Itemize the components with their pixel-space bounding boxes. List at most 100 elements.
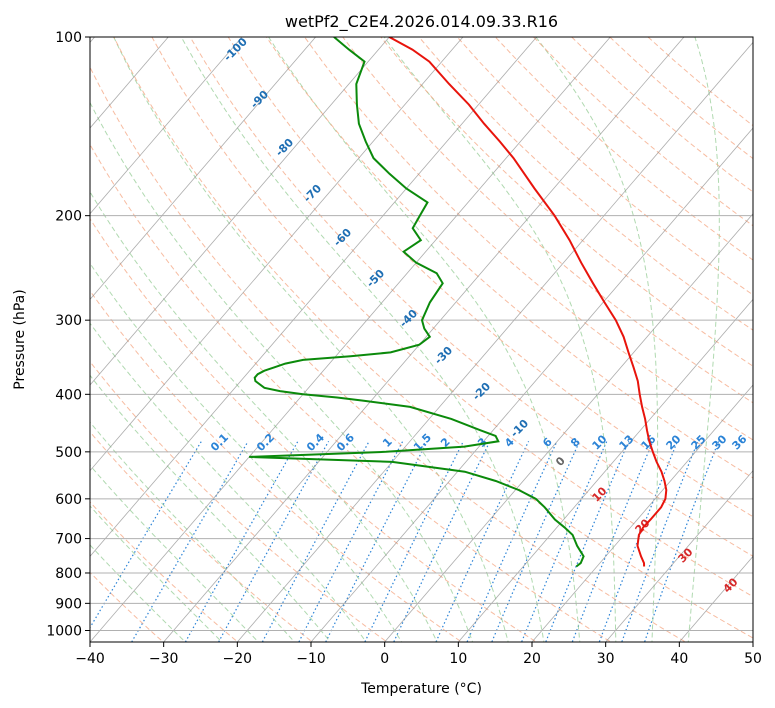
dry-adiabat: [90, 501, 239, 642]
isotherm: [90, 37, 464, 472]
mixing-ratio-line: [364, 441, 464, 642]
mixing-ratio-label: 13: [617, 433, 637, 453]
mixing-ratio-label: 0.6: [334, 431, 357, 454]
dry-adiabat: [494, 37, 753, 261]
moist-adiabat: [535, 37, 659, 642]
isotherm: [236, 41, 753, 642]
mixing-ratio-label: 20: [664, 432, 684, 452]
x-tick-label: 20: [523, 651, 541, 667]
moist-adiabat: [90, 464, 259, 642]
x-tick-label: 40: [670, 651, 688, 667]
dry-adiabat: [380, 37, 753, 367]
dry-adiabat: [189, 37, 753, 557]
y-tick-label: 800: [55, 566, 82, 582]
isotherm: [384, 213, 753, 642]
y-tick-label: 400: [55, 387, 82, 403]
isotherm-label: -90: [248, 88, 271, 111]
isotherm: [90, 37, 538, 557]
isotherm: [90, 37, 390, 386]
dry-adiabat: [227, 37, 753, 518]
isotherm-label: 30: [676, 545, 696, 565]
moist-adiabat: [90, 374, 331, 642]
x-tick-label: 0: [380, 651, 389, 667]
dry-adiabat: [113, 37, 753, 639]
isotherm: [457, 298, 753, 642]
mixing-ratio-label: 10: [590, 432, 610, 452]
mixing-ratio-label: 30: [710, 432, 730, 452]
x-tick-label: −30: [149, 651, 179, 667]
isotherm-label: -60: [331, 226, 354, 249]
y-axis-label: Pressure (hPa): [12, 289, 28, 389]
mixing-ratio-label: 6: [540, 435, 555, 450]
mixing-ratio-line: [324, 441, 428, 642]
isotherm: [752, 641, 753, 642]
x-tick-label: −40: [75, 651, 105, 667]
isotherm: [90, 37, 243, 215]
mixing-ratio-line: [545, 441, 630, 642]
mixing-ratio-line: [298, 441, 404, 642]
moist-adiabat: [90, 322, 367, 642]
isotherms: [90, 37, 753, 642]
moist-adiabat: [90, 262, 403, 642]
mixing-ratio-label: 0.4: [304, 431, 327, 454]
isotherm-label: -30: [432, 344, 455, 367]
isotherm-label: 40: [721, 575, 741, 595]
isotherm-label: 10: [590, 484, 610, 504]
mixing-ratio-label: 0.2: [254, 431, 277, 454]
isotherm-label: -80: [273, 136, 296, 159]
isotherm-label: -20: [470, 380, 493, 403]
dewpoint-line: [249, 37, 585, 568]
x-tick-label: −10: [296, 651, 326, 667]
y-tick-label: 500: [55, 445, 82, 461]
dry-adiabat: [304, 37, 753, 441]
isotherm-label: -10: [508, 417, 531, 440]
y-tick-label: 600: [55, 492, 82, 508]
mixing-ratio-line: [598, 441, 679, 642]
temperature-line: [388, 37, 668, 567]
dry-adiabat: [90, 289, 463, 642]
moist-adiabat: [268, 37, 581, 642]
dry-adiabat: [456, 37, 753, 296]
moist-adiabat: [113, 37, 509, 642]
dry-adiabat: [418, 37, 753, 331]
moist-adiabats: [90, 37, 720, 642]
x-axis: −40 −30 −20 −10 0 10 20 30 40 50: [75, 642, 762, 667]
mixing-ratio-line: [491, 441, 581, 642]
isotherm: [310, 127, 753, 642]
mixing-ratio-line: [261, 441, 370, 642]
isotherm-label: -100: [221, 35, 250, 64]
moist-adiabat: [90, 505, 223, 642]
x-tick-label: 30: [597, 651, 615, 667]
dry-adiabat: [151, 37, 753, 598]
y-tick-label: 100: [55, 30, 82, 46]
dry-adiabat: [571, 37, 753, 193]
plot-frame: [89, 36, 754, 643]
dry-adiabats: [90, 37, 753, 642]
isotherm: [605, 470, 753, 642]
dry-adiabat: [90, 360, 388, 642]
dry-adiabat: [90, 66, 687, 642]
mixing-ratio-line: [184, 441, 299, 642]
dry-adiabat: [342, 37, 753, 404]
isotherm-label: -50: [364, 267, 387, 290]
moist-adiabat: [687, 37, 720, 642]
pressure-grid: [90, 37, 753, 631]
y-axis: 100 200 300 400 500 600 700 800 900 1000: [46, 30, 90, 640]
dry-adiabat: [647, 37, 753, 127]
mixing-ratio-line: [131, 440, 249, 642]
x-tick-label: 50: [744, 651, 762, 667]
moist-adiabat: [90, 544, 187, 642]
dry-adiabat: [90, 143, 612, 642]
isotherm-label: -40: [397, 307, 420, 330]
mixing-ratio-line: [520, 441, 608, 642]
dry-adiabat: [90, 431, 314, 642]
isotherm: [90, 37, 169, 129]
isotherm: [90, 37, 611, 642]
mixing-ratio-label: 8: [568, 435, 583, 450]
moist-adiabat: [90, 191, 438, 642]
moist-adiabat: [90, 101, 474, 642]
y-tick-label: 900: [55, 596, 82, 612]
mixing-ratio-line: [435, 441, 530, 642]
x-tick-label: −20: [223, 651, 253, 667]
